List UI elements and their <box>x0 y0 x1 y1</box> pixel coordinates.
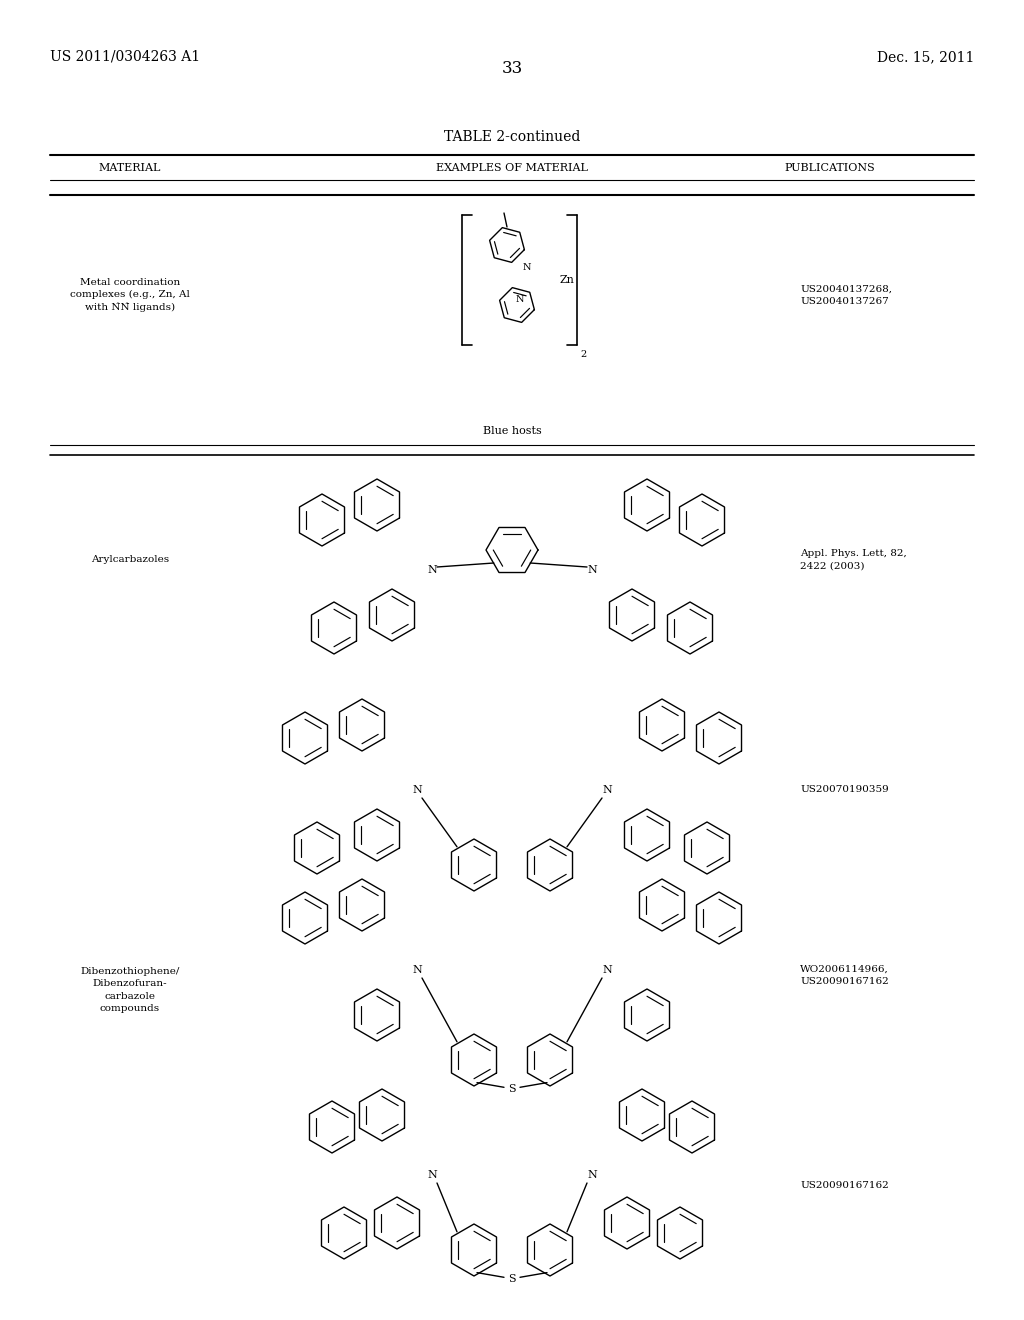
Text: N: N <box>427 1170 437 1180</box>
Text: PUBLICATIONS: PUBLICATIONS <box>784 162 876 173</box>
Text: Arylcarbazoles: Arylcarbazoles <box>91 556 169 565</box>
Text: Dibenzothiophene/
Dibenzofuran-
carbazole
compounds: Dibenzothiophene/ Dibenzofuran- carbazol… <box>80 966 179 1014</box>
Text: Appl. Phys. Lett, 82,
2422 (2003): Appl. Phys. Lett, 82, 2422 (2003) <box>800 549 906 570</box>
Text: US20070190359: US20070190359 <box>800 785 889 795</box>
Text: US 2011/0304263 A1: US 2011/0304263 A1 <box>50 50 200 63</box>
Text: N: N <box>587 565 597 576</box>
Text: N: N <box>587 1170 597 1180</box>
Text: N: N <box>522 263 531 272</box>
Text: EXAMPLES OF MATERIAL: EXAMPLES OF MATERIAL <box>436 162 588 173</box>
Text: TABLE 2-continued: TABLE 2-continued <box>443 129 581 144</box>
Text: N: N <box>602 965 612 975</box>
Text: Dec. 15, 2011: Dec. 15, 2011 <box>877 50 974 63</box>
Text: S: S <box>508 1084 516 1093</box>
Text: N: N <box>602 785 612 795</box>
Text: Metal coordination
complexes (e.g., Zn, Al
with N̂N̂ ligands): Metal coordination complexes (e.g., Zn, … <box>70 277 189 313</box>
Text: US20040137268,
US20040137267: US20040137268, US20040137267 <box>800 284 892 306</box>
Text: S: S <box>508 1274 516 1283</box>
Text: N: N <box>427 565 437 576</box>
Text: MATERIAL: MATERIAL <box>98 162 161 173</box>
Text: N: N <box>412 965 422 975</box>
Text: Zn: Zn <box>560 275 574 285</box>
Text: N: N <box>516 296 524 305</box>
Text: 2: 2 <box>580 350 587 359</box>
Text: Blue hosts: Blue hosts <box>482 426 542 436</box>
Text: N: N <box>412 785 422 795</box>
Text: 33: 33 <box>502 59 522 77</box>
Text: US20090167162: US20090167162 <box>800 1180 889 1189</box>
Text: WO2006114966,
US20090167162: WO2006114966, US20090167162 <box>800 964 889 986</box>
